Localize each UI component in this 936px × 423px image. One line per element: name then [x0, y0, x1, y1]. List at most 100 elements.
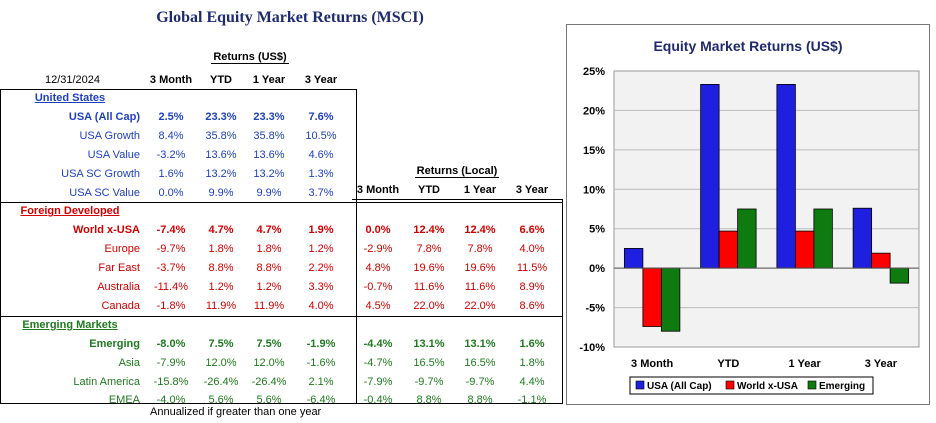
section-header: Foreign Developed: [20, 205, 120, 218]
usd-value: 8.4%: [158, 129, 184, 142]
usd-value: -1.6%: [306, 356, 336, 369]
row-label: USA SC Value: [69, 186, 140, 199]
y-tick-label: 20%: [583, 105, 605, 117]
usd-value: 1.2%: [256, 281, 282, 293]
usd-col-header: 3 Year: [304, 74, 338, 86]
usd-value: -1.8%: [156, 299, 186, 312]
section-header: United States: [34, 92, 106, 104]
usd-value: 7.6%: [308, 110, 334, 123]
usd-col-header: YTD: [210, 74, 232, 86]
local-value: 11.6%: [464, 281, 496, 293]
usd-value: 35.8%: [205, 129, 237, 142]
x-tick-label: YTD: [717, 358, 739, 370]
legend-swatch: [725, 380, 735, 390]
x-tick-label: 1 Year: [789, 358, 822, 370]
usd-value: 11.9%: [253, 299, 285, 312]
section-divider: [0, 315, 563, 317]
local-col-header: YTD: [418, 184, 440, 196]
bar: [776, 84, 796, 269]
local-value: 4.5%: [365, 299, 391, 312]
usd-value: 1.8%: [256, 243, 282, 256]
usd-value: 2.2%: [308, 262, 334, 275]
bar: [794, 230, 815, 269]
row-label: EMEA: [108, 394, 140, 407]
legend-swatch: [807, 380, 817, 390]
local-value: 11.5%: [516, 262, 548, 275]
usd-table-left-border: [0, 89, 1, 403]
bar: [889, 267, 910, 284]
row-label: Canada: [101, 299, 140, 312]
y-tick-label: 5%: [589, 224, 605, 236]
usd-value: 1.6%: [158, 167, 184, 180]
local-value: 8.8%: [416, 394, 442, 407]
row-label: Far East: [98, 262, 140, 275]
chart-title: Equity Market Returns (US$): [653, 38, 842, 54]
usd-value: 3.3%: [308, 281, 334, 293]
local-value: -7.9%: [363, 375, 393, 388]
local-value: 1.8%: [519, 356, 545, 369]
local-col-header: 1 Year: [463, 184, 497, 196]
bar: [700, 84, 720, 269]
local-value: 22.0%: [413, 299, 445, 312]
as-of-date: 12/31/2024: [44, 74, 101, 86]
local-value: 16.5%: [464, 356, 496, 369]
y-tick-label: 10%: [583, 184, 605, 196]
local-col-header: 3 Month: [356, 184, 400, 196]
row-label: USA Value: [87, 148, 140, 161]
usd-value: 7.5%: [256, 337, 282, 350]
row-label: Emerging: [89, 337, 140, 350]
bar: [737, 208, 757, 269]
row-label: USA (All Cap): [68, 110, 140, 123]
returns-usd-header: Returns (US$): [145, 51, 355, 64]
usd-value: 23.3%: [253, 110, 285, 123]
row-label: Australia: [97, 281, 140, 293]
usd-value: 2.1%: [308, 375, 334, 388]
usd-value: 5.6%: [256, 394, 282, 407]
local-value: 22.0%: [464, 299, 496, 312]
local-value: 8.6%: [519, 299, 545, 312]
usd-value: 3.7%: [308, 186, 334, 199]
section-divider: [0, 202, 356, 204]
usd-value: -26.4%: [203, 375, 239, 388]
local-value: 19.6%: [413, 262, 445, 275]
page-title: Global Equity Market Returns (MSCI): [156, 9, 424, 26]
usd-value: -15.8%: [153, 375, 189, 388]
returns-usd-label: Returns (US$): [211, 51, 289, 64]
usd-value: 10.5%: [305, 129, 337, 142]
usd-value: -7.9%: [156, 356, 186, 369]
table-right-border: [562, 199, 563, 403]
usd-value: 9.9%: [208, 186, 234, 199]
usd-value: 1.8%: [208, 243, 234, 256]
table-bottom-line: [0, 403, 563, 404]
usd-value: 13.2%: [253, 167, 285, 180]
usd-value: -9.7%: [156, 243, 186, 256]
local-value: -4.7%: [363, 356, 393, 369]
row-label: World x-USA: [72, 224, 140, 237]
y-tick-label: 25%: [583, 66, 605, 78]
usd-value: 12.0%: [205, 356, 237, 369]
usd-value: 1.2%: [308, 243, 334, 256]
legend-label: Emerging: [819, 381, 865, 392]
local-value: -0.4%: [363, 394, 393, 407]
local-value: 4.8%: [365, 262, 391, 275]
row-label: Asia: [118, 356, 140, 369]
usd-value: 4.6%: [308, 148, 334, 161]
usd-value: -4.0%: [156, 394, 186, 407]
local-value: 0.0%: [365, 224, 391, 237]
local-col-header: 3 Year: [515, 184, 549, 196]
usd-value: 2.5%: [158, 110, 184, 123]
local-value: 12.4%: [413, 224, 445, 237]
usd-value: -11.4%: [153, 281, 189, 293]
x-tick-label: 3 Year: [865, 358, 898, 370]
usd-value: 1.3%: [308, 167, 334, 180]
usd-value: -3.7%: [156, 262, 186, 275]
local-value: 6.6%: [519, 224, 545, 237]
bar-chart: Equity Market Returns (US$) -10% -5% 0% 5% 10…: [579, 38, 920, 395]
local-value: -2.9%: [363, 243, 393, 256]
local-value: 16.5%: [413, 356, 445, 369]
usd-value: 1.9%: [308, 224, 334, 237]
row-label: USA SC Growth: [61, 167, 140, 180]
y-tick-label: 0%: [589, 263, 605, 275]
local-value: -9.7%: [465, 375, 495, 388]
returns-local-label: Returns (Local): [414, 165, 500, 178]
